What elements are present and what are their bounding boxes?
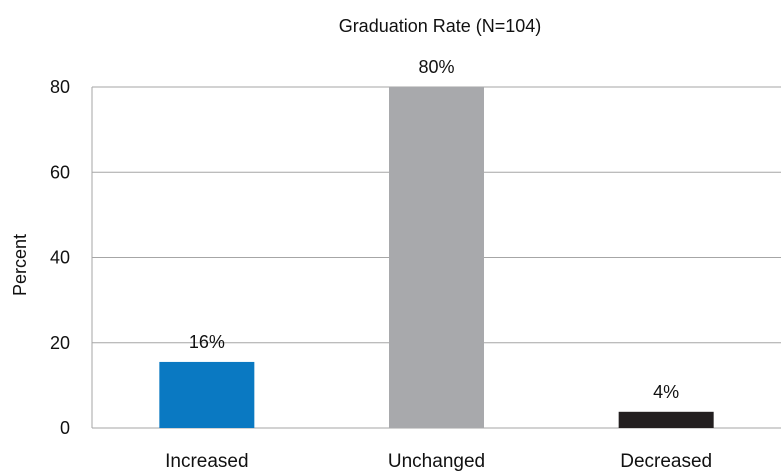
x-category-label: Decreased: [620, 451, 712, 472]
data-label-increased: 16%: [189, 332, 225, 352]
bar-unchanged: [389, 87, 484, 428]
bar-increased: [159, 361, 255, 428]
y-tick-label: 80: [50, 77, 70, 97]
y-tick-label: 60: [50, 162, 70, 182]
y-tick-label: 40: [50, 248, 70, 268]
bar-decreased: [618, 411, 714, 428]
x-axis-categories: Increased Unchanged Decreased: [165, 451, 712, 472]
y-tick-label: 0: [60, 418, 70, 438]
y-axis-title: Percent: [10, 234, 30, 296]
x-category-label: Increased: [165, 451, 248, 472]
y-tick-label: 20: [50, 333, 70, 353]
data-labels: 16% 80% 4%: [189, 57, 679, 402]
bars: [159, 87, 714, 428]
chart-title: Graduation Rate (N=104): [339, 16, 542, 36]
data-label-decreased: 4%: [653, 382, 679, 402]
x-category-label: Unchanged: [388, 451, 485, 472]
y-axis-ticks: 0 20 40 60 80: [50, 77, 70, 438]
data-label-unchanged: 80%: [418, 57, 454, 77]
